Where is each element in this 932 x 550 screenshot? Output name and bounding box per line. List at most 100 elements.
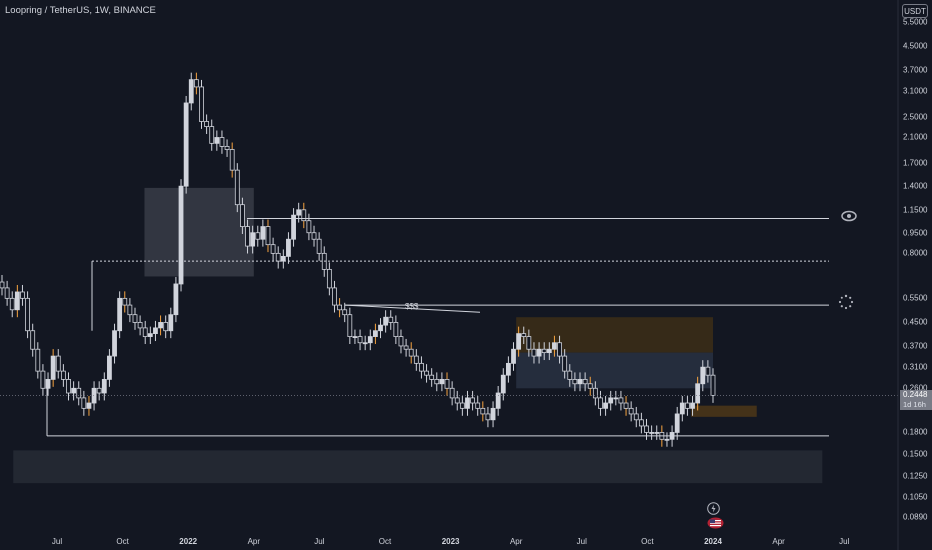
- candle-body: [618, 397, 624, 404]
- price-tick-label: 0.5500: [903, 293, 928, 303]
- candle-body: [408, 348, 414, 357]
- candle-body: [332, 287, 337, 306]
- price-tick-label: 1.1500: [903, 205, 928, 215]
- candle-body: [367, 336, 373, 344]
- candle-body: [342, 309, 348, 316]
- price-tick-label: 3.1000: [903, 86, 928, 96]
- lightning-icon[interactable]: [707, 502, 720, 515]
- time-tick-label: Oct: [378, 537, 392, 546]
- last-price-badge: 0.2448 1d 16h: [900, 390, 932, 410]
- candle-body: [424, 370, 429, 376]
- price-tick-label: 3.7000: [903, 65, 928, 74]
- candle-body: [178, 185, 184, 285]
- candle-body: [495, 392, 501, 409]
- candle-body: [700, 366, 706, 385]
- candle-body: [475, 402, 481, 409]
- candle-body: [490, 407, 496, 421]
- candle-body: [209, 126, 215, 144]
- price-tick-label: 0.0890: [903, 512, 928, 522]
- candle-body: [250, 232, 256, 247]
- candle-body: [158, 322, 163, 329]
- time-tick-label: Oct: [116, 537, 129, 546]
- candle-body: [301, 209, 307, 222]
- candle-body: [628, 407, 634, 415]
- candle-body: [337, 304, 342, 311]
- candle-body: [35, 348, 41, 372]
- candle-body: [147, 333, 153, 337]
- candle-body: [608, 397, 614, 404]
- candle-body: [137, 322, 143, 329]
- candle-body: [357, 336, 363, 344]
- candle-body: [654, 432, 660, 434]
- time-tick-label: Jul: [839, 537, 850, 546]
- candle-body: [541, 348, 547, 354]
- candle-body: [122, 297, 128, 306]
- candle-body: [142, 327, 148, 337]
- candle-body: [60, 370, 66, 380]
- candle-body: [25, 297, 30, 332]
- time-tick-label: Oct: [641, 537, 654, 546]
- price-tick-label: 0.3700: [903, 341, 928, 351]
- time-tick-label: Jul: [314, 537, 325, 546]
- price-tick-label: 1.7000: [903, 158, 928, 168]
- candle-body: [14, 291, 20, 311]
- candle-body: [562, 355, 568, 372]
- time-tick-label: Jul: [576, 537, 587, 546]
- candle-body: [598, 397, 603, 409]
- candle-body: [76, 387, 82, 399]
- zone-box: [13, 450, 823, 484]
- candle-body: [96, 387, 102, 394]
- candle-body: [470, 397, 475, 404]
- candle-body: [326, 268, 332, 289]
- us-flag-event-icon[interactable]: [707, 517, 724, 529]
- candle-body: [695, 383, 701, 404]
- candle-body: [245, 226, 250, 247]
- time-tick-label: Apr: [247, 537, 261, 546]
- time-tick-label: 2022: [179, 537, 198, 546]
- candle-body: [55, 355, 61, 372]
- candle-body: [546, 348, 552, 354]
- price-tick-label: 1.4000: [903, 181, 928, 191]
- candle-body: [592, 387, 598, 399]
- candle-body: [674, 413, 680, 433]
- chart-title: Loopring / TetherUS, 1W, BINANCE: [5, 5, 156, 16]
- last-price-value: 0.2448: [903, 390, 928, 399]
- price-tick-label: 2.1000: [903, 132, 928, 142]
- candle-body: [582, 378, 588, 385]
- zone-box: [691, 405, 757, 417]
- eye-icon[interactable]: [841, 210, 857, 222]
- candle-body: [577, 378, 583, 385]
- candle-body: [526, 336, 532, 350]
- candle-body: [521, 333, 527, 337]
- time-tick-label: 2024: [704, 537, 722, 546]
- candle-body: [567, 370, 573, 380]
- candle-body: [173, 283, 179, 316]
- candle-body: [362, 342, 368, 345]
- candle-body: [0, 281, 5, 289]
- time-tick-label: 2023: [441, 537, 460, 546]
- candle-body: [275, 252, 281, 262]
- loading-spinner-icon: [838, 294, 854, 310]
- candle-body: [9, 297, 15, 311]
- candle-body: [638, 419, 644, 427]
- candle-body: [127, 304, 133, 316]
- price-tick-label: 0.1050: [903, 492, 928, 502]
- candle-body: [291, 214, 296, 240]
- candle-body: [81, 397, 87, 409]
- candle-body: [572, 378, 578, 385]
- candle-body: [557, 342, 562, 357]
- candle-body: [86, 402, 92, 409]
- candle-body: [710, 374, 716, 396]
- candle-body: [644, 425, 649, 433]
- price-tick-label: 0.3100: [903, 362, 928, 372]
- candle-body: [260, 226, 266, 240]
- candle-body: [603, 402, 608, 409]
- candle-body: [444, 378, 450, 389]
- candle-body: [388, 316, 394, 323]
- currency-button[interactable]: USDT: [902, 4, 928, 18]
- candle-body: [4, 287, 10, 299]
- candle-body: [705, 366, 711, 376]
- price-tick-label: 0.1250: [903, 471, 928, 481]
- candle-body: [270, 244, 276, 254]
